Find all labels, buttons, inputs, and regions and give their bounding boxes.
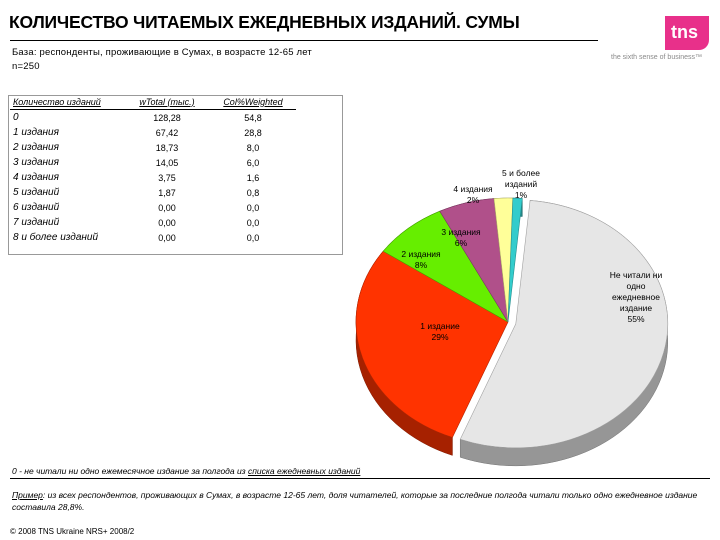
row-label: 1 издания: [13, 127, 59, 138]
row-colpct: 0,8: [246, 187, 260, 198]
row-wtotal: 0,00: [158, 217, 176, 228]
label-three: 3 издания 6%: [433, 227, 489, 249]
table-header: Количество изданий: [13, 96, 101, 107]
table-header-row: Количество изданий wTotal (тыс.) Col%Wei…: [10, 94, 296, 110]
pie-slice-0: [459, 200, 669, 449]
label-line: 29%: [431, 332, 449, 342]
label-one: 1 издание 29%: [405, 321, 475, 343]
row-wtotal: 14,05: [155, 157, 179, 168]
label-line: 1 издание: [420, 321, 460, 331]
label-line: издание: [619, 303, 653, 313]
row-colpct: 6,0: [246, 157, 260, 168]
label-line: 5 и более: [501, 168, 541, 178]
row-label: 7 изданий: [13, 217, 60, 228]
label-line: 3 издания: [441, 227, 481, 237]
table-row: 2 издания 18,73 8,0: [10, 140, 296, 155]
tns-logo-text: tns: [671, 22, 698, 42]
tns-logo: [665, 16, 709, 50]
table-row: 5 изданий 1,87 0,8: [10, 185, 296, 200]
copyright: © 2008 TNS Ukraine NRS+ 2008/2: [10, 527, 135, 536]
table-row: 3 издания 14,05 6,0: [10, 155, 296, 170]
label-line: изданий: [504, 179, 538, 189]
label-none: Не читали ни одно ежедневное издание 55%: [596, 270, 676, 325]
footnote-link: списка ежедневных изданий: [248, 466, 361, 476]
row-colpct: 0,0: [246, 217, 260, 228]
page-title: КОЛИЧЕСТВО ЧИТАЕМЫХ ЕЖЕДНЕВНЫХ ИЗДАНИЙ. …: [9, 12, 520, 32]
row-wtotal: 1,87: [158, 187, 176, 198]
row-wtotal: 18,73: [155, 142, 179, 153]
base-description: База: респонденты, проживающие в Сумах, …: [12, 46, 312, 74]
footnote: 0 - не читали ни одно ежемесячное издани…: [12, 466, 360, 476]
table-row: 8 и более изданий 0,00 0,0: [10, 230, 296, 245]
label-line: 8%: [414, 260, 428, 270]
label-line: 6%: [454, 238, 468, 248]
row-wtotal: 67,42: [155, 127, 179, 138]
example-label: Пример: [12, 490, 43, 500]
tns-tagline: the sixth sense of business™: [611, 54, 703, 61]
title-rule: [10, 40, 598, 41]
label-five: 5 и более изданий 1%: [493, 168, 549, 201]
base-line-2: n=250: [12, 61, 40, 72]
label-line: Не читали ни: [609, 270, 663, 280]
label-four: 4 издания 2%: [448, 184, 498, 206]
label-line: ежедневное: [612, 292, 660, 302]
row-label: 3 издания: [13, 157, 59, 168]
row-label: 4 издания: [13, 172, 59, 183]
table-header: Col%Weighted: [223, 96, 283, 107]
row-colpct: 54,8: [244, 112, 262, 123]
table-row: 1 издания 67,42 28,8: [10, 125, 296, 140]
row-wtotal: 3,75: [158, 172, 176, 183]
readership-table: Количество изданий wTotal (тыс.) Col%Wei…: [10, 94, 296, 245]
row-label: 2 издания: [13, 142, 59, 153]
label-line: 1%: [514, 190, 528, 200]
row-colpct: 1,6: [246, 172, 260, 183]
label-two: 2 издания 8%: [393, 249, 449, 271]
row-wtotal: 128,28: [153, 112, 181, 123]
row-colpct: 8,0: [246, 142, 260, 153]
table-frame: [8, 95, 343, 255]
label-line: 4 издания: [453, 184, 493, 194]
pie-slice-1: [355, 250, 509, 438]
example-text: : из всех респондентов, проживающих в Су…: [12, 490, 698, 512]
footnote-rule: [10, 478, 710, 479]
row-colpct: 0,0: [246, 202, 260, 213]
example-note: Пример: из всех респондентов, проживающи…: [12, 489, 702, 513]
row-label: 8 и более изданий: [13, 232, 98, 243]
row-wtotal: 0,00: [158, 202, 176, 213]
row-label: 5 изданий: [13, 187, 60, 198]
table-row: 0 128,28 54,8: [10, 110, 296, 126]
row-colpct: 0,0: [246, 232, 260, 243]
table-header: wTotal (тыс.): [139, 96, 195, 107]
row-label: 6 изданий: [13, 202, 60, 213]
label-line: 2 издания: [401, 249, 441, 259]
base-line-1: База: респонденты, проживающие в Сумах, …: [12, 47, 312, 58]
label-line: 55%: [627, 314, 645, 324]
label-line: 2%: [466, 195, 480, 205]
table-row: 6 изданий 0,00 0,0: [10, 200, 296, 215]
row-label: 0: [13, 112, 19, 123]
row-wtotal: 0,00: [158, 232, 176, 243]
table-row: 7 изданий 0,00 0,0: [10, 215, 296, 230]
row-colpct: 28,8: [244, 127, 262, 138]
pie-slice-5: [507, 197, 523, 323]
table-row: 4 издания 3,75 1,6: [10, 170, 296, 185]
label-line: одно: [626, 281, 646, 291]
footnote-text: 0 - не читали ни одно ежемесячное издани…: [12, 466, 248, 476]
